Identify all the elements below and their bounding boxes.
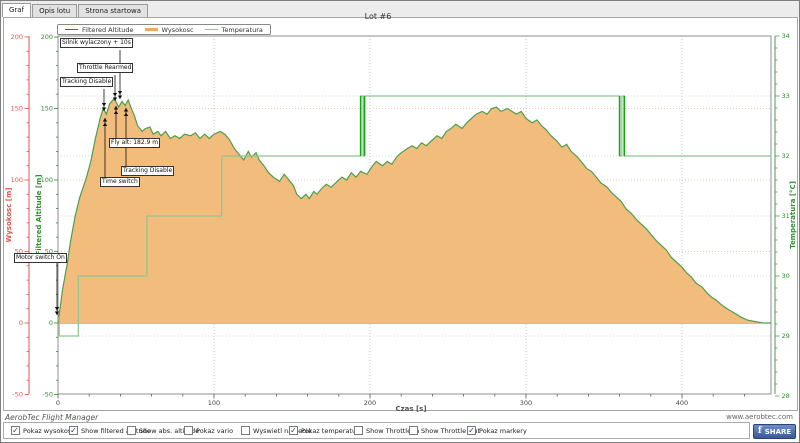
- svg-text:150: 150: [11, 105, 23, 113]
- svg-text:-50: -50: [42, 391, 53, 399]
- svg-text:100: 100: [208, 399, 220, 407]
- svg-text:200: 200: [41, 33, 53, 41]
- svg-text:0: 0: [49, 319, 53, 327]
- facebook-share-button[interactable]: f SHARE: [753, 424, 796, 439]
- checkbox-empty[interactable]: [184, 426, 193, 435]
- checkbox-label: Pokaz markery: [479, 426, 527, 435]
- legend-line-sample: [204, 29, 218, 30]
- tab-graf[interactable]: Graf: [2, 3, 32, 17]
- checkbox-pokaz-markery[interactable]: ✓ Pokaz markery: [467, 426, 527, 435]
- checkbox-empty[interactable]: [241, 426, 250, 435]
- legend-label: Wysokosc: [161, 25, 194, 34]
- facebook-icon: f: [757, 426, 762, 436]
- tab-bar: Graf Opis lotu Strona startowa: [2, 2, 149, 17]
- tab-strona-startowa[interactable]: Strona startowa: [78, 4, 148, 17]
- legend-item: Temperatura: [204, 25, 263, 34]
- website-link[interactable]: www.aerobtec.com: [726, 413, 793, 421]
- check-icon[interactable]: ✓: [69, 426, 78, 435]
- checkbox-label: Pokaz wysokosc: [23, 426, 75, 435]
- checkbox-label: Show abs. altitude: [139, 426, 200, 435]
- check-icon[interactable]: ✓: [289, 426, 298, 435]
- legend-line-sample: [65, 29, 78, 30]
- svg-text:Wysokosc [m]: Wysokosc [m]: [5, 188, 13, 243]
- checkbox-show-throttle-out[interactable]: Show Throttle Out: [409, 426, 480, 435]
- display-options-bar: ✓ Pokaz wysokosc ✓ Show filtered altitude Sh…: [3, 422, 750, 439]
- checkbox-label: Show Throttle In: [366, 426, 420, 435]
- checkbox-empty[interactable]: [354, 426, 363, 435]
- svg-text:200: 200: [364, 399, 376, 407]
- svg-text:0: 0: [19, 319, 23, 327]
- checkbox-label: Pokaz temperature: [301, 426, 363, 435]
- svg-text:0: 0: [56, 399, 60, 407]
- svg-text:28: 28: [782, 392, 790, 400]
- svg-text:150: 150: [41, 105, 53, 113]
- annotation-throttle-rearmed: Throttle Rearmed: [77, 63, 134, 73]
- annotation-tracking-disable: Tracking Disable: [60, 77, 114, 87]
- annotation-fly-alt-182-9-m: Fly alt: 182.9 m: [109, 138, 161, 148]
- share-button-label: SHARE: [764, 427, 792, 436]
- legend-label: Temperatura: [221, 25, 263, 34]
- tab-opis-lotu[interactable]: Opis lotu: [32, 4, 78, 17]
- svg-text:50: 50: [45, 248, 53, 256]
- check-icon[interactable]: ✓: [11, 426, 20, 435]
- svg-text:Czas [s]: Czas [s]: [395, 405, 426, 413]
- checkbox-label: Show filtered altitude: [81, 426, 151, 435]
- svg-text:32: 32: [782, 152, 790, 160]
- svg-text:-50: -50: [12, 391, 23, 399]
- checkbox-pokaz-vario[interactable]: Pokaz vario: [184, 426, 233, 435]
- svg-text:100: 100: [11, 176, 23, 184]
- check-icon[interactable]: ✓: [467, 426, 476, 435]
- checkbox-empty[interactable]: [127, 426, 136, 435]
- checkbox-label: Wyswietl napiecie: [253, 426, 312, 435]
- svg-text:31: 31: [782, 212, 790, 220]
- page-title: Lot #6: [364, 12, 392, 21]
- tab-strip-background: [1, 1, 799, 17]
- svg-text:200: 200: [11, 33, 23, 41]
- svg-text:300: 300: [520, 399, 532, 407]
- legend-item: Filtered Altitude: [65, 26, 134, 34]
- annotation-motor-switch-on: Motor switch On: [14, 253, 67, 263]
- annotation-tracking-disable: Tracking Disable: [121, 166, 175, 176]
- legend-item: Wysokosc: [144, 25, 194, 34]
- svg-text:Temperatura [°C]: Temperatura [°C]: [789, 181, 797, 249]
- annotation-silnik-wylaczony-10s: Silnik wylaczony + 10s: [60, 38, 133, 48]
- svg-text:50: 50: [15, 248, 23, 256]
- checkbox-label: Show Throttle Out: [421, 426, 480, 435]
- svg-text:29: 29: [782, 332, 790, 340]
- annotation-time-switch: Time switch: [100, 177, 140, 187]
- checkbox-empty[interactable]: [409, 426, 418, 435]
- checkbox-show-abs-altitude[interactable]: Show abs. altitude: [127, 426, 199, 435]
- svg-text:34: 34: [782, 32, 790, 40]
- checkbox-label: Pokaz vario: [196, 426, 234, 435]
- checkbox-pokaz-temperature[interactable]: ✓ Pokaz temperature: [289, 426, 363, 435]
- svg-text:33: 33: [782, 92, 790, 100]
- svg-text:100: 100: [41, 176, 53, 184]
- svg-text:30: 30: [782, 272, 790, 280]
- checkbox-wyswietl-napiecie[interactable]: Wyswietl napiecie: [241, 426, 312, 435]
- chart-legend: Filtered Altitude Wysokosc Temperatura: [57, 24, 271, 35]
- legend-line-sample: [144, 28, 158, 31]
- app-name-label: AerobTec Flight Manager: [5, 413, 99, 422]
- svg-text:400: 400: [676, 399, 688, 407]
- svg-text:Filtered Altitude [m]: Filtered Altitude [m]: [35, 174, 43, 255]
- legend-label: Filtered Altitude: [82, 25, 134, 34]
- checkbox-pokaz-wysokosc[interactable]: ✓ Pokaz wysokosc: [11, 426, 75, 435]
- checkbox-show-throttle-in[interactable]: Show Throttle In: [354, 426, 419, 435]
- chart-plot-area[interactable]: [58, 36, 771, 394]
- checkbox-show-filtered-altitude[interactable]: ✓ Show filtered altitude: [69, 426, 151, 435]
